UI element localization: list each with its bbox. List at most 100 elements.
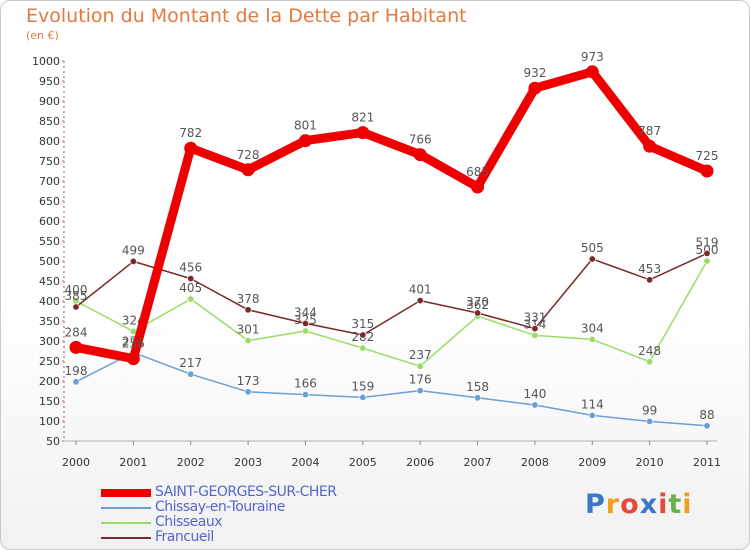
data-label: 519 bbox=[696, 235, 719, 249]
data-label: 499 bbox=[122, 243, 145, 257]
data-point bbox=[646, 358, 654, 366]
data-point bbox=[703, 249, 711, 257]
data-label: 331 bbox=[523, 311, 546, 325]
data-label: 400 bbox=[65, 283, 88, 297]
data-point bbox=[126, 352, 140, 366]
data-label: 198 bbox=[65, 364, 88, 378]
data-point bbox=[700, 164, 714, 178]
data-label: 821 bbox=[351, 111, 374, 125]
y-tick-label: 950 bbox=[39, 75, 60, 88]
data-point bbox=[474, 309, 482, 317]
y-tick-label: 200 bbox=[39, 375, 60, 388]
data-label: 88 bbox=[699, 408, 714, 422]
x-tick-label: 2000 bbox=[62, 456, 90, 469]
data-label: 248 bbox=[638, 344, 661, 358]
legend-swatch bbox=[101, 522, 151, 524]
data-point bbox=[69, 340, 83, 354]
data-label: 362 bbox=[466, 298, 489, 312]
data-point bbox=[244, 388, 252, 396]
x-tick-label: 2008 bbox=[521, 456, 549, 469]
data-label: 140 bbox=[523, 387, 546, 401]
data-point bbox=[416, 297, 424, 305]
data-point bbox=[241, 163, 255, 177]
series-line-1 bbox=[75, 351, 708, 427]
data-label: 766 bbox=[409, 133, 432, 147]
data-point bbox=[643, 139, 657, 153]
data-label: 315 bbox=[351, 317, 374, 331]
data-label: 973 bbox=[581, 50, 604, 64]
data-label: 405 bbox=[179, 281, 202, 295]
y-tick-label: 1000 bbox=[32, 55, 60, 68]
data-point bbox=[416, 362, 424, 370]
data-point bbox=[72, 303, 80, 311]
y-tick-label: 650 bbox=[39, 195, 60, 208]
data-point bbox=[187, 295, 195, 303]
data-label: 453 bbox=[638, 262, 661, 276]
data-label: 932 bbox=[523, 66, 546, 80]
data-label: 782 bbox=[179, 126, 202, 140]
x-tick-label: 2001 bbox=[119, 456, 147, 469]
data-point bbox=[588, 335, 596, 343]
chart-title: Evolution du Montant de la Dette par Hab… bbox=[26, 5, 467, 27]
data-point bbox=[359, 344, 367, 352]
data-label: 370 bbox=[466, 295, 489, 309]
y-tick-label: 550 bbox=[39, 235, 60, 248]
data-point bbox=[703, 257, 711, 265]
data-point bbox=[187, 275, 195, 283]
y-tick-label: 900 bbox=[39, 95, 60, 108]
data-point bbox=[474, 394, 482, 402]
data-point bbox=[471, 180, 485, 194]
y-tick-label: 800 bbox=[39, 135, 60, 148]
data-label: 304 bbox=[581, 321, 604, 335]
data-point bbox=[531, 401, 539, 409]
data-label: 456 bbox=[179, 261, 202, 275]
data-label: 284 bbox=[65, 325, 88, 339]
data-label: 725 bbox=[696, 149, 719, 163]
data-point bbox=[359, 393, 367, 401]
data-label: 685 bbox=[466, 165, 489, 179]
data-label: 176 bbox=[409, 373, 432, 387]
data-label: 401 bbox=[409, 283, 432, 297]
data-label: 217 bbox=[179, 356, 202, 370]
y-tick-label: 700 bbox=[39, 175, 60, 188]
x-tick-label: 2009 bbox=[578, 456, 606, 469]
y-tick-label: 350 bbox=[39, 315, 60, 328]
y-tick-label: 500 bbox=[39, 255, 60, 268]
data-point bbox=[244, 337, 252, 345]
data-label: 728 bbox=[237, 148, 260, 162]
data-point bbox=[588, 255, 596, 263]
data-label: 801 bbox=[294, 119, 317, 133]
data-label: 114 bbox=[581, 397, 604, 411]
legend-label: Chisseaux bbox=[155, 514, 222, 530]
legend-swatch bbox=[101, 537, 151, 539]
x-tick-label: 2004 bbox=[291, 456, 319, 469]
logo-letter: x bbox=[639, 489, 659, 520]
data-label: 344 bbox=[294, 305, 317, 319]
y-tick-label: 750 bbox=[39, 155, 60, 168]
data-label: 378 bbox=[237, 292, 260, 306]
logo-letter: i bbox=[658, 489, 669, 520]
y-tick-label: 300 bbox=[39, 335, 60, 348]
data-label: 237 bbox=[409, 348, 432, 362]
data-point bbox=[528, 81, 542, 95]
legend-swatch bbox=[101, 489, 151, 497]
data-point bbox=[244, 306, 252, 314]
data-point bbox=[301, 319, 309, 327]
data-label: 505 bbox=[581, 241, 604, 255]
data-point bbox=[301, 327, 309, 335]
y-tick-label: 150 bbox=[39, 395, 60, 408]
series-line-2 bbox=[75, 260, 708, 367]
x-tick-label: 2002 bbox=[177, 456, 205, 469]
y-tick-label: 100 bbox=[39, 415, 60, 428]
data-label: 166 bbox=[294, 377, 317, 391]
y-tick-label: 400 bbox=[39, 295, 60, 308]
legend-label: Francueil bbox=[155, 529, 214, 545]
data-point bbox=[72, 378, 80, 386]
data-label: 158 bbox=[466, 380, 489, 394]
x-tick-label: 2011 bbox=[693, 456, 721, 469]
x-tick-label: 2005 bbox=[349, 456, 377, 469]
data-label: 159 bbox=[351, 379, 374, 393]
data-label: 99 bbox=[642, 403, 657, 417]
logo-letter: r bbox=[605, 489, 621, 520]
data-label: 256 bbox=[122, 337, 145, 351]
